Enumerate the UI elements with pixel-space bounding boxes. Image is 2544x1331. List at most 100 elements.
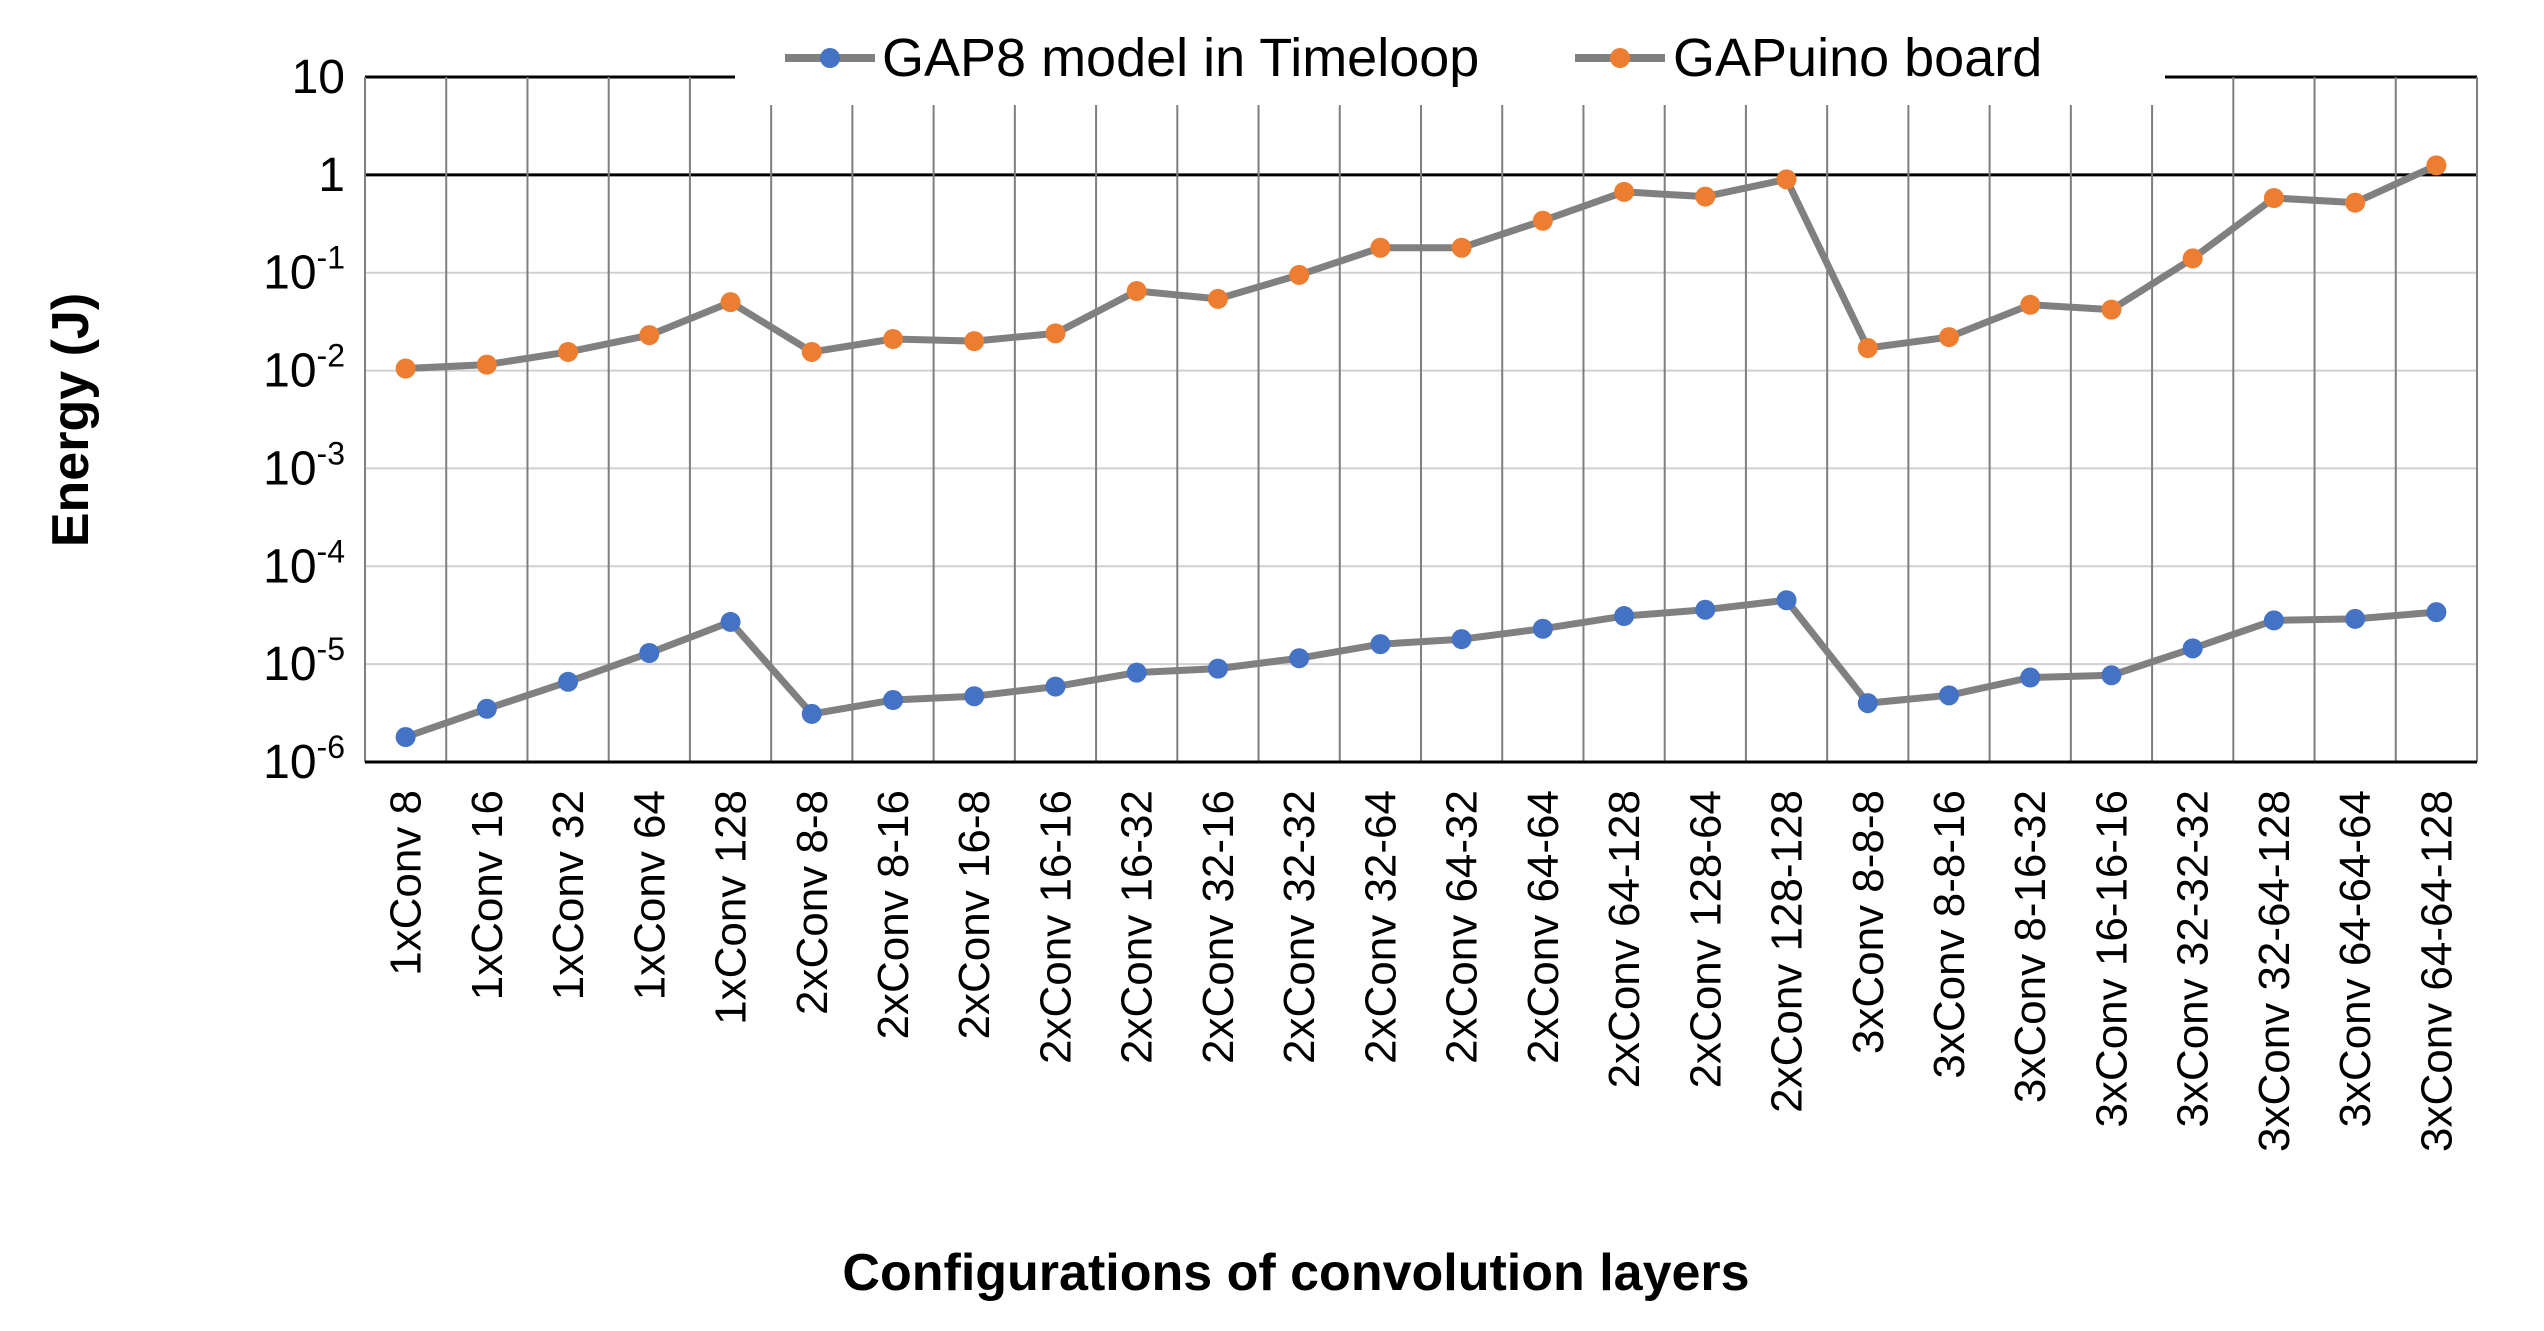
legend-background: [735, 10, 2165, 105]
y-tick-label: 10-6: [263, 729, 345, 789]
data-point[interactable]: [964, 331, 985, 352]
data-point[interactable]: [2345, 608, 2366, 629]
data-point[interactable]: [2263, 188, 2284, 209]
data-point[interactable]: [476, 698, 497, 719]
data-point[interactable]: [395, 727, 416, 748]
x-tick-label: 2xConv 64-128: [1600, 790, 1649, 1088]
legend-label-gapuino: GAPuino board: [1673, 28, 2042, 88]
x-tick-label: 2xConv 16-8: [950, 790, 999, 1039]
y-tick-label: 10: [292, 51, 345, 104]
x-tick-label: 2xConv 8-16: [869, 790, 918, 1039]
data-point[interactable]: [1532, 618, 1553, 639]
data-point[interactable]: [639, 642, 660, 663]
x-tick-label: 2xConv 8-8: [788, 790, 837, 1015]
legend-marker-gapuino: [1610, 48, 1630, 68]
data-point[interactable]: [2101, 299, 2122, 320]
data-point[interactable]: [1776, 590, 1797, 611]
data-point[interactable]: [558, 341, 579, 362]
x-tick-labels: 1xConv 8 1xConv 16 1xConv 32 1xConv 64 1xCon…: [382, 790, 2462, 1152]
x-tick-label: 3xConv 32-64-128: [2250, 790, 2299, 1152]
x-tick-label: 2xConv 32-32: [1275, 790, 1324, 1064]
data-point[interactable]: [1207, 288, 1228, 309]
data-point[interactable]: [1857, 693, 1878, 714]
data-point[interactable]: [883, 690, 903, 711]
x-tick-label: 2xConv 16-16: [1031, 790, 1080, 1064]
x-tick-label: 1xConv 8: [382, 790, 431, 976]
data-point[interactable]: [2263, 610, 2284, 631]
x-tick-label: 3xConv 64-64-128: [2412, 790, 2461, 1152]
data-point[interactable]: [883, 329, 903, 350]
data-point[interactable]: [1045, 676, 1066, 697]
y-axis-title: Energy (J): [42, 293, 100, 547]
data-point[interactable]: [1126, 281, 1147, 302]
data-point[interactable]: [1532, 210, 1553, 231]
data-point[interactable]: [1776, 169, 1797, 190]
grid-layer: [364, 75, 2478, 763]
y-tick-label: 10-4: [263, 533, 345, 593]
data-point[interactable]: [1857, 338, 1878, 359]
x-tick-label: 1xConv 32: [544, 790, 593, 1000]
x-tick-label: 3xConv 8-16-32: [2006, 790, 2055, 1103]
data-point[interactable]: [1451, 237, 1472, 258]
data-point[interactable]: [1939, 685, 1959, 706]
data-point[interactable]: [720, 292, 741, 313]
data-point[interactable]: [2182, 248, 2203, 269]
x-axis-title: Configurations of convolution layers: [842, 1244, 1749, 1302]
series-line-1: [405, 162, 2438, 372]
data-point[interactable]: [2182, 638, 2203, 659]
series-layer: [395, 155, 2447, 748]
data-point[interactable]: [1614, 181, 1635, 202]
data-point[interactable]: [964, 686, 985, 707]
data-point[interactable]: [1289, 648, 1310, 669]
data-point[interactable]: [720, 611, 741, 632]
x-tick-label: 3xConv 8-8-16: [1925, 790, 1974, 1079]
data-point[interactable]: [2426, 155, 2447, 176]
data-point[interactable]: [2101, 665, 2122, 686]
x-tick-label: 3xConv 64-64-64: [2331, 790, 2380, 1128]
data-point[interactable]: [801, 341, 822, 362]
x-tick-label: 2xConv 32-64: [1356, 790, 1405, 1064]
data-point[interactable]: [1289, 264, 1310, 285]
legend-item-gapuino[interactable]: GAPuino board: [1575, 28, 2042, 88]
data-point[interactable]: [558, 671, 579, 692]
data-point[interactable]: [2345, 192, 2366, 213]
data-point[interactable]: [1695, 599, 1716, 620]
data-point[interactable]: [476, 354, 497, 375]
x-tick-label: 3xConv 16-16-16: [2087, 790, 2136, 1128]
x-tick-label: 2xConv 64-32: [1438, 790, 1487, 1064]
data-point[interactable]: [2426, 602, 2447, 623]
x-tick-label: 2xConv 16-32: [1113, 790, 1162, 1064]
data-point[interactable]: [1370, 237, 1391, 258]
data-point[interactable]: [639, 325, 660, 346]
y-tick-label: 10-2: [263, 338, 345, 398]
legend: GAP8 model in Timeloop GAPuino board: [735, 10, 2165, 105]
series-line-0: [404, 596, 2437, 741]
legend-item-gap8[interactable]: GAP8 model in Timeloop: [785, 28, 1479, 88]
y-tick-label: 10-5: [263, 631, 345, 691]
data-point[interactable]: [1614, 606, 1635, 627]
x-tick-label: 2xConv 64-64: [1519, 790, 1568, 1064]
x-tick-label: 1xConv 64: [625, 790, 674, 1000]
x-tick-label: 2xConv 32-16: [1194, 790, 1243, 1064]
data-point[interactable]: [2020, 294, 2041, 315]
data-point[interactable]: [395, 358, 416, 379]
data-point[interactable]: [1695, 186, 1716, 207]
data-point[interactable]: [1939, 327, 1959, 348]
data-point[interactable]: [1451, 629, 1472, 650]
y-tick-label: 1: [318, 149, 345, 202]
data-point[interactable]: [1370, 634, 1391, 655]
legend-marker-gap8: [820, 48, 840, 68]
x-tick-label: 2xConv 128-64: [1681, 790, 1730, 1088]
data-point[interactable]: [1126, 662, 1147, 683]
data-point[interactable]: [1207, 658, 1228, 679]
y-tick-label: 10-3: [263, 435, 345, 495]
legend-label-gap8: GAP8 model in Timeloop: [882, 28, 1479, 88]
data-point[interactable]: [2020, 667, 2041, 688]
x-tick-label: 3xConv 8-8-8: [1844, 790, 1893, 1054]
x-tick-label: 1xConv 128: [707, 790, 756, 1025]
data-point[interactable]: [1045, 323, 1066, 344]
data-point[interactable]: [801, 703, 822, 724]
y-tick-labels: 10-6 10-5 10-4 10-3 10-2 10-1 1 10: [263, 51, 345, 789]
